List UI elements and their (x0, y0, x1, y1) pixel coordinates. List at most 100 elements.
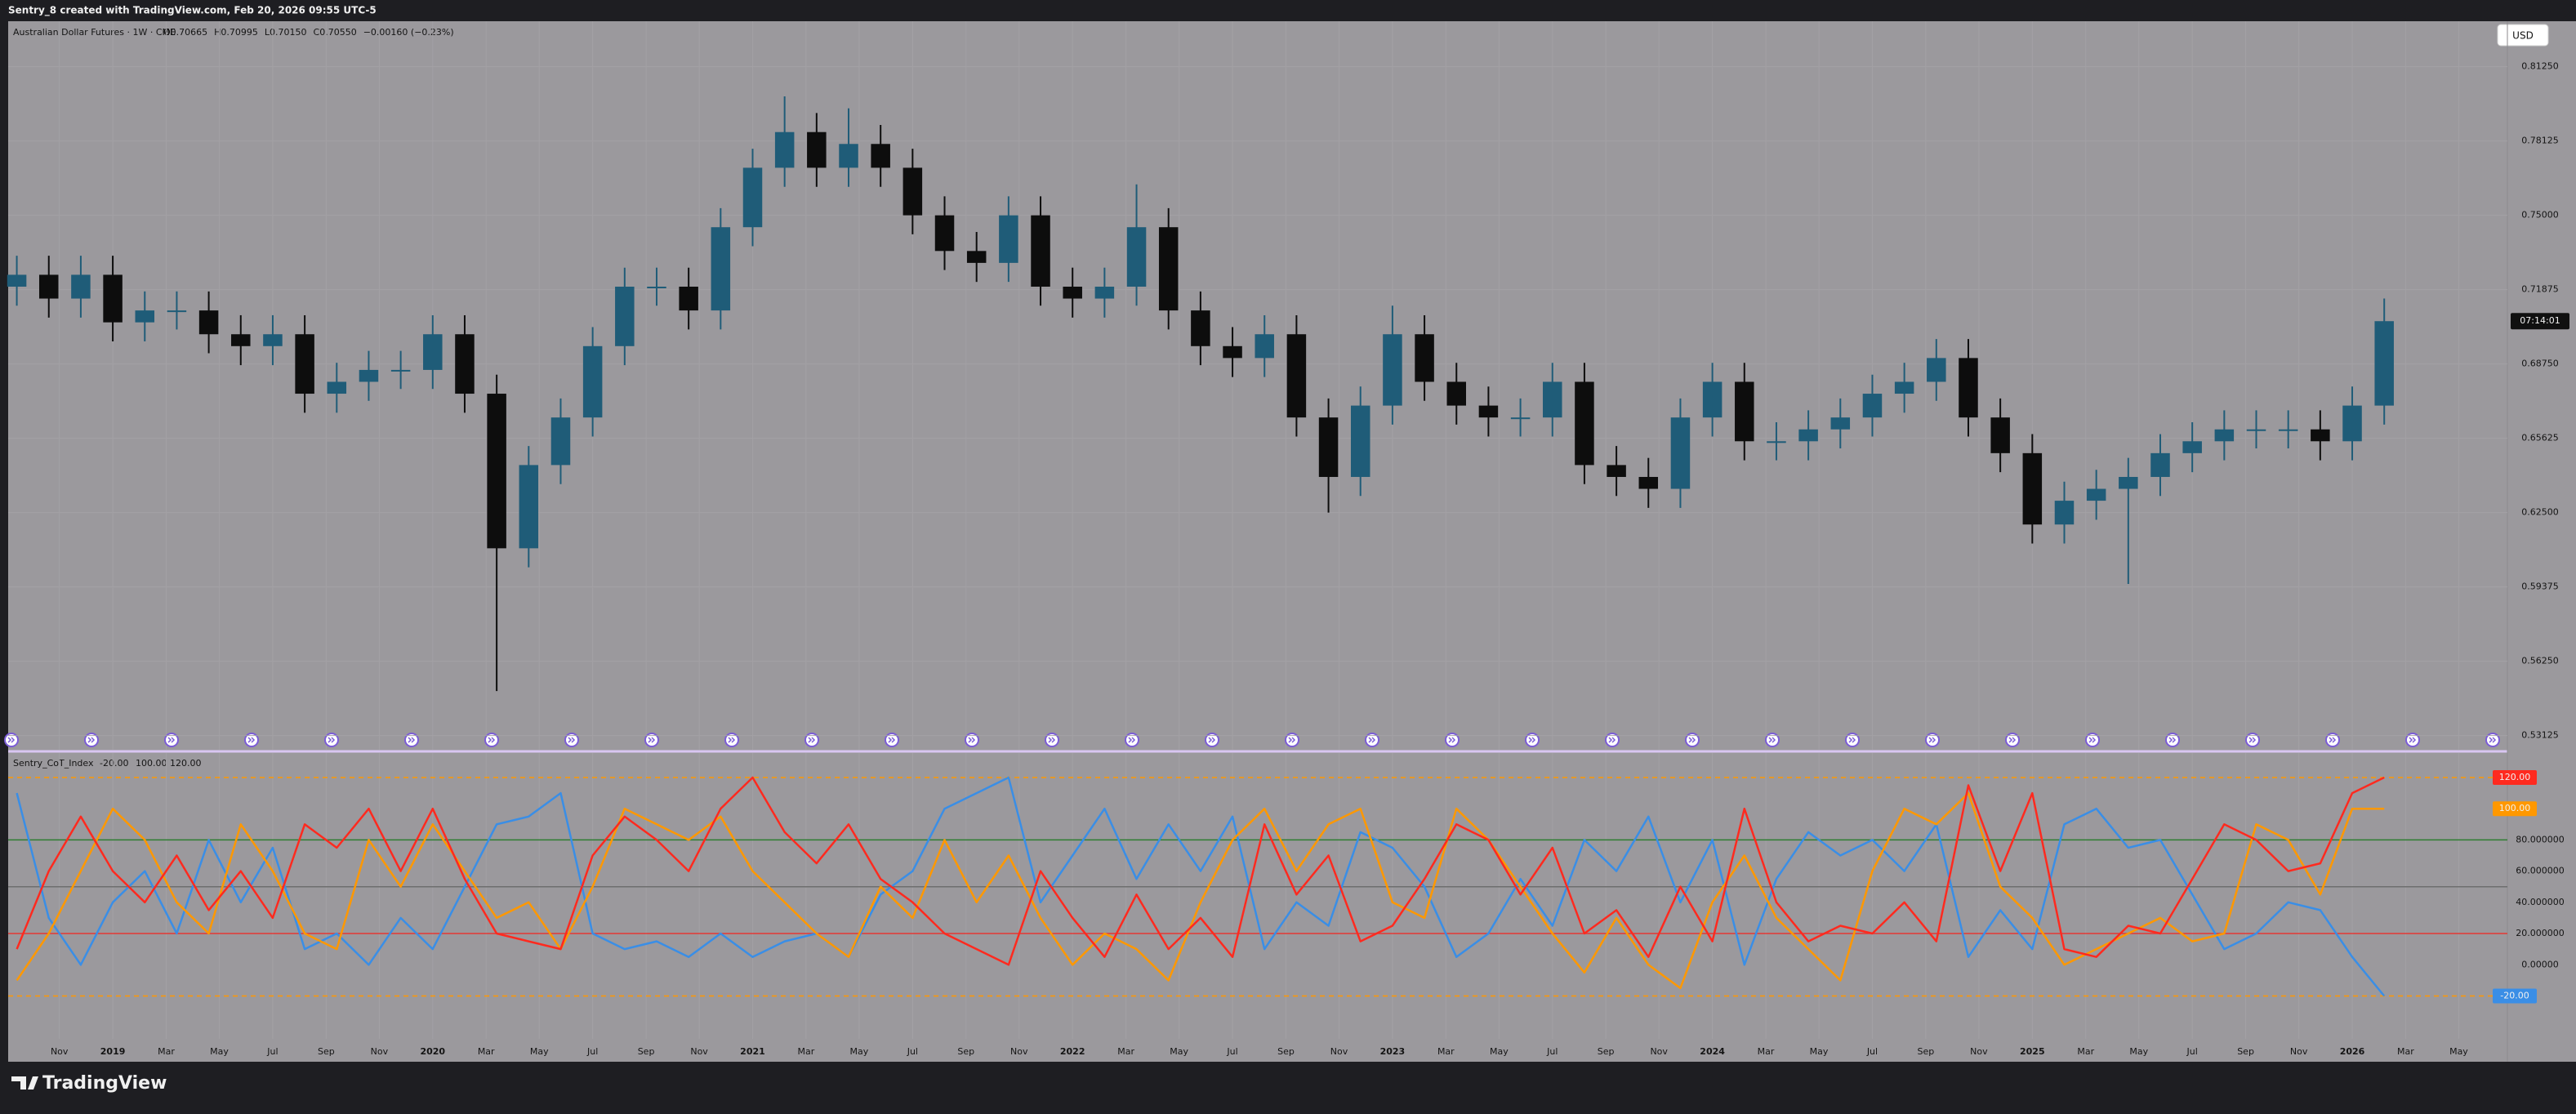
candle-body (582, 345, 603, 418)
candle-body (934, 215, 955, 252)
ohlc-value: O0.70665 (163, 27, 207, 38)
usd-button[interactable]: USD (2497, 24, 2549, 47)
indicator-legend-value: 100.00 (136, 758, 167, 769)
event-marker-icon (1848, 737, 1856, 743)
candle-body (902, 167, 923, 216)
candle-body (1350, 405, 1370, 477)
x-tick-label: Mar (478, 1046, 495, 1057)
candle-body (807, 131, 827, 168)
candle-body (1894, 381, 1914, 394)
candle-body (1575, 381, 1594, 466)
event-marker-icon (1448, 737, 1456, 743)
y-tick-label: 80.000000 (2516, 834, 2565, 844)
ohlc-value: −0.00160 (−0.23%) (363, 27, 454, 38)
candle-body (390, 369, 411, 372)
event-marker-icon (1368, 737, 1376, 743)
x-tick-label: Jul (586, 1046, 598, 1057)
event-marker-icon (1768, 737, 1776, 743)
candle-body (999, 215, 1018, 263)
candle-body (2119, 476, 2138, 489)
candle-body (1255, 334, 1274, 359)
x-tick-label: Mar (798, 1046, 815, 1057)
x-tick-label: 2019 (100, 1046, 126, 1057)
usd-button-bg[interactable] (2497, 24, 2549, 47)
y-tick-label: 0.62500 (2521, 507, 2559, 518)
candle-body (487, 394, 506, 549)
x-tick-label: Sep (1918, 1046, 1935, 1057)
last-value-badge (2493, 801, 2537, 817)
event-marker-icon (648, 737, 656, 743)
candle-body (774, 131, 795, 168)
y-tick-label: 0.78125 (2521, 136, 2559, 146)
candle-body (359, 369, 379, 382)
x-tick-label: Sep (638, 1046, 655, 1057)
x-tick-label: Nov (1650, 1046, 1668, 1057)
event-marker-icon (888, 737, 896, 743)
x-tick-label: May (530, 1046, 549, 1057)
x-tick-label: 2022 (1060, 1046, 1085, 1057)
event-marker-icon (247, 737, 256, 743)
indicator-legend-value: -20.00 (100, 758, 128, 769)
candle-body (2150, 452, 2170, 477)
candle-body (519, 465, 539, 549)
candle-body (1607, 465, 1626, 477)
event-marker-icon (1288, 737, 1296, 743)
x-tick-label: Sep (318, 1046, 335, 1057)
candle-body (1862, 394, 1883, 418)
candle-body (1670, 417, 1691, 489)
candle-body (1126, 227, 1147, 287)
candle-body (550, 417, 571, 466)
event-marker-icon (2168, 737, 2177, 743)
credit: Sentry_8 created with TradingView.com, F… (8, 5, 377, 17)
x-tick-label: Jul (2186, 1046, 2198, 1057)
candle-body (742, 167, 763, 228)
indicator-line (16, 776, 2385, 966)
countdown-label: 07:14:01 (2520, 315, 2560, 326)
event-marker-icon (2008, 737, 2017, 743)
candle-body (2182, 441, 2202, 453)
x-tick-label: Mar (1437, 1046, 1455, 1057)
candle-body (1318, 417, 1339, 477)
event-marker-icon (1128, 737, 1136, 743)
candle-body (966, 251, 987, 263)
x-tick-label: May (210, 1046, 229, 1057)
candle-body (1446, 381, 1466, 406)
x-tick-label: 2020 (420, 1046, 445, 1057)
x-tick-label: Nov (1330, 1046, 1348, 1057)
candle-body (2374, 321, 2394, 406)
x-tick-label: Jul (1866, 1046, 1878, 1057)
indicator-line (16, 791, 2385, 990)
x-tick-label: Mar (1117, 1046, 1134, 1057)
event-marker-icon (2489, 737, 2497, 743)
candle-body (2311, 429, 2330, 442)
event-marker-icon (1528, 737, 1536, 743)
y-tick-label: 0.53125 (2521, 730, 2559, 741)
y-tick-label: 0.65625 (2521, 433, 2559, 443)
x-tick-label: Jul (907, 1046, 918, 1057)
candle-body (71, 274, 91, 299)
x-tick-label: May (1490, 1046, 1509, 1057)
y-tick-label: 0.71875 (2521, 284, 2559, 295)
x-tick-label: May (1810, 1046, 1829, 1057)
x-tick-label: Jul (1546, 1046, 1558, 1057)
candle-body (647, 286, 666, 288)
candle-body (1927, 358, 1946, 382)
event-marker-icon (87, 737, 96, 743)
candle-body (103, 274, 123, 323)
last-value-label: 120.00 (2499, 772, 2531, 782)
event-marker-icon (1608, 737, 1616, 743)
candle-body (615, 286, 635, 346)
event-marker-icon (968, 737, 976, 743)
y-tick-label: 40.000000 (2516, 897, 2565, 907)
candle-body (1158, 227, 1179, 311)
usd-button-label[interactable]: USD (2512, 30, 2534, 42)
candle-body (1702, 381, 1723, 418)
indicator-line (16, 776, 2386, 997)
candle-body (2086, 488, 2106, 501)
x-tick-label: May (2129, 1046, 2148, 1057)
x-tick-label: 2023 (1380, 1046, 1406, 1057)
candle-body (1638, 476, 1659, 489)
x-tick-label: Mar (1758, 1046, 1775, 1057)
